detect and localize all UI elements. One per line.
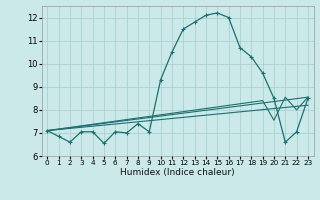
X-axis label: Humidex (Indice chaleur): Humidex (Indice chaleur) [120, 168, 235, 177]
